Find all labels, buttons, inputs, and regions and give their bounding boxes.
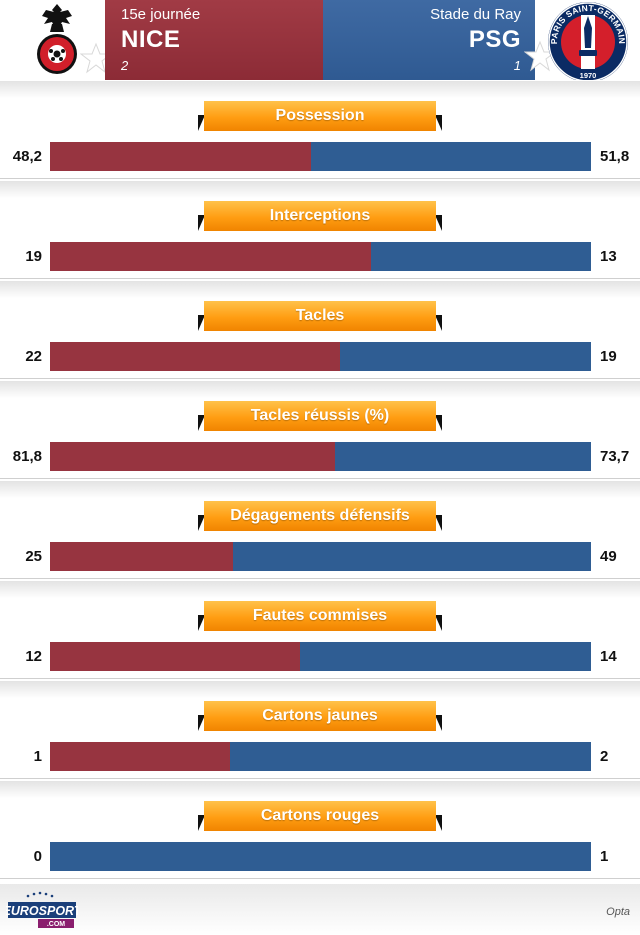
stat-comparison-bar: [50, 542, 591, 571]
banner-right-ear: [435, 315, 442, 331]
banner-left-ear: [198, 115, 205, 131]
eurosport-logo-text: EUROSPORT: [6, 904, 78, 918]
stat-bar-home-segment: [50, 542, 233, 571]
stat-label: Fautes commises: [204, 601, 436, 631]
stat-row: Fautes commises 12 14: [0, 581, 640, 679]
banner-left-ear: [198, 215, 205, 231]
stat-bar-home-segment: [50, 742, 230, 771]
stat-away-value: 14: [600, 648, 617, 665]
stat-label: Cartons jaunes: [204, 701, 436, 731]
banner-left-ear: [198, 815, 205, 831]
stat-label-banner: Tacles réussis (%): [198, 401, 442, 431]
stat-bar-home-segment: [50, 242, 371, 271]
stat-label: Tacles réussis (%): [204, 401, 436, 431]
psg-crest-year: 1970: [580, 71, 597, 80]
stat-row: Tacles 22 19: [0, 281, 640, 379]
stat-bar-home-segment: [50, 342, 340, 371]
stat-home-value: 12: [25, 648, 42, 665]
stat-label-banner: Fautes commises: [198, 601, 442, 631]
banner-right-ear: [435, 715, 442, 731]
banner-left-ear: [198, 715, 205, 731]
stat-label: Cartons rouges: [204, 801, 436, 831]
stat-bar-home-segment: [50, 142, 311, 171]
stat-row: Cartons rouges 0 1: [0, 781, 640, 879]
banner-right-ear: [435, 815, 442, 831]
stat-away-value: 49: [600, 548, 617, 565]
stat-home-value: 48,2: [12, 148, 42, 165]
stat-label: Interceptions: [204, 201, 436, 231]
stat-home-value: 1: [33, 748, 42, 765]
stat-label-banner: Possession: [198, 101, 442, 131]
stat-bar-home-segment: [50, 642, 300, 671]
stat-label: Dégagements défensifs: [204, 501, 436, 531]
stat-away-value: 1: [600, 848, 609, 865]
banner-right-ear: [435, 115, 442, 131]
stat-away-value: 2: [600, 748, 609, 765]
stat-comparison-bar: [50, 142, 591, 171]
banner-left-ear: [198, 315, 205, 331]
stat-label: Possession: [204, 101, 436, 131]
eurosport-logo: EUROSPORT .COM: [6, 891, 78, 928]
home-score: 2: [121, 58, 129, 73]
stat-bar-home-segment: [50, 442, 335, 471]
stat-bar-away-segment: [340, 342, 591, 371]
round-label: 15e journée: [121, 6, 201, 23]
match-header: 15e journée NICE 2 Stade du Ray PSG 1 PA…: [0, 0, 640, 80]
stat-bar-away-segment: [311, 142, 591, 171]
banner-right-ear: [435, 215, 442, 231]
stat-comparison-bar: [50, 442, 591, 471]
stat-home-value: 22: [25, 348, 42, 365]
banner-left-ear: [198, 515, 205, 531]
away-team-panel: Stade du Ray PSG 1: [323, 0, 535, 80]
stat-bar-away-segment: [233, 542, 591, 571]
stat-label: Tacles: [204, 301, 436, 331]
stat-away-value: 73,7: [600, 448, 630, 465]
stat-label-banner: Cartons jaunes: [198, 701, 442, 731]
banner-left-ear: [198, 415, 205, 431]
stat-row: Tacles réussis (%) 81,8 73,7: [0, 381, 640, 479]
stat-home-value: 19: [25, 248, 42, 265]
stat-home-value: 25: [25, 548, 42, 565]
source-credit: Opta: [606, 906, 630, 918]
banner-right-ear: [435, 415, 442, 431]
home-team-panel: 15e journée NICE 2: [105, 0, 323, 80]
stat-label-banner: Cartons rouges: [198, 801, 442, 831]
footer: EUROSPORT .COM Opta: [0, 884, 640, 935]
stat-bar-away-segment: [300, 642, 591, 671]
stat-bar-away-segment: [335, 442, 591, 471]
stat-label-banner: Interceptions: [198, 201, 442, 231]
venue-label: Stade du Ray: [430, 6, 521, 23]
stat-label-banner: Tacles: [198, 301, 442, 331]
stat-row: Possession 48,2 51,8: [0, 81, 640, 179]
nice-crest-icon: [37, 4, 77, 74]
stat-comparison-bar: [50, 642, 591, 671]
home-team-name: NICE: [121, 26, 181, 53]
stat-comparison-bar: [50, 342, 591, 371]
stat-home-value: 0: [33, 848, 42, 865]
stat-row: Dégagements défensifs 25 49: [0, 481, 640, 579]
eurosport-logo-suffix: .COM: [47, 921, 65, 928]
psg-crest-icon: PARIS SAINT-GERMAIN 1970: [548, 2, 628, 80]
stat-row: Interceptions 19 13: [0, 181, 640, 279]
stat-bar-away-segment: [50, 842, 591, 871]
away-team-name: PSG: [468, 26, 521, 53]
stat-away-value: 19: [600, 348, 617, 365]
stat-bar-away-segment: [371, 242, 591, 271]
stat-row: Cartons jaunes 1 2: [0, 681, 640, 779]
stat-bar-away-segment: [230, 742, 591, 771]
stat-comparison-bar: [50, 242, 591, 271]
stat-label-banner: Dégagements défensifs: [198, 501, 442, 531]
stat-home-value: 81,8: [12, 448, 42, 465]
stat-comparison-bar: [50, 842, 591, 871]
banner-right-ear: [435, 615, 442, 631]
banner-left-ear: [198, 615, 205, 631]
stat-away-value: 13: [600, 248, 617, 265]
away-score: 1: [513, 58, 521, 73]
stat-away-value: 51,8: [600, 148, 630, 165]
banner-right-ear: [435, 515, 442, 531]
stat-comparison-bar: [50, 742, 591, 771]
